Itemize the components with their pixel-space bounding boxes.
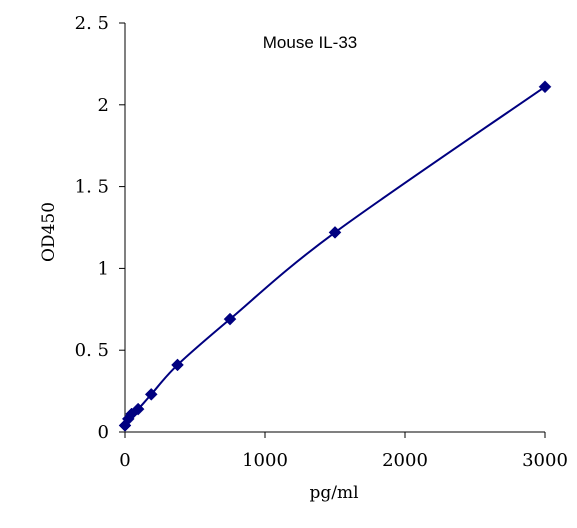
series-0-line xyxy=(124,85,546,426)
data-point-0-5 xyxy=(171,358,184,372)
data-point-0-8 xyxy=(538,80,552,94)
y-tick-label-5: 2. 5 xyxy=(75,13,109,34)
data-point-0-7 xyxy=(328,226,342,239)
x-axis-title: pg/ml xyxy=(309,483,358,503)
y-tick-label-1: 0. 5 xyxy=(75,340,109,361)
data-point-0-3 xyxy=(131,402,145,416)
y-tick-label-2: 1 xyxy=(98,258,109,279)
x-tick-label-2: 2000 xyxy=(382,450,428,471)
data-point-0-4 xyxy=(144,388,158,401)
y-tick-label-4: 2 xyxy=(98,95,109,116)
y-tick-label-0: 0 xyxy=(98,422,109,443)
data-point-0-6 xyxy=(223,312,237,326)
chart-title: Mouse IL-33 xyxy=(263,33,358,52)
x-tick-label-1: 1000 xyxy=(242,450,288,471)
plot-area: 0 0. 5 1 1. 5 2 2. 5 0 1000 2000 3000 xyxy=(75,13,568,471)
y-tick-label-3: 1. 5 xyxy=(75,177,109,198)
y-axis-title: OD450 xyxy=(39,202,59,262)
x-tick-label-3: 3000 xyxy=(522,450,568,471)
x-tick-label-0: 0 xyxy=(119,450,130,471)
